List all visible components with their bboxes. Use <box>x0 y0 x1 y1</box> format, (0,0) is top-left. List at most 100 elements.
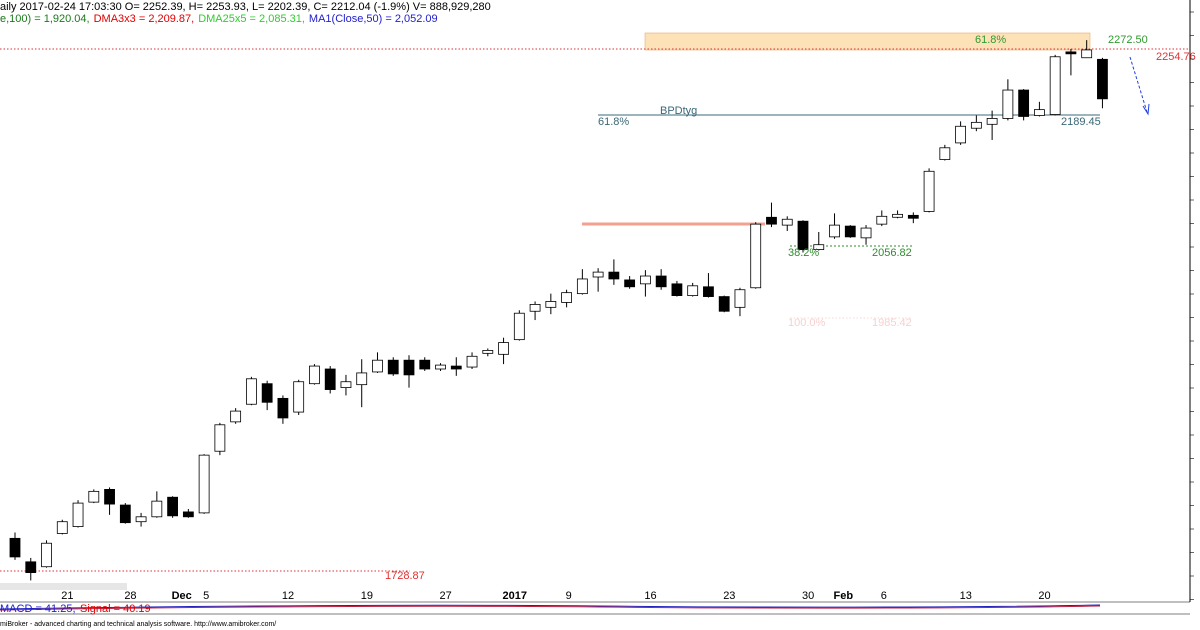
candle-body <box>781 218 793 226</box>
candle-body <box>41 542 52 568</box>
candle-body <box>766 216 777 225</box>
projection-arrow <box>1129 56 1148 113</box>
annotation: 61.8% <box>975 34 1006 46</box>
candle-body <box>876 215 888 225</box>
annotation: 100.0% <box>788 317 826 329</box>
candle-body <box>561 292 572 303</box>
candle-body <box>324 368 336 390</box>
candle-body <box>576 278 588 295</box>
candle-body <box>939 147 951 160</box>
candle-body <box>640 275 651 285</box>
candle-body <box>372 359 383 373</box>
candle-body <box>1002 89 1014 119</box>
x-tick-label: 12 <box>282 590 294 602</box>
candle-body <box>198 454 210 514</box>
candle-body <box>529 304 541 312</box>
candle-body <box>671 283 683 296</box>
candle-body <box>513 312 525 341</box>
candle-body <box>466 355 478 368</box>
candle-body <box>1049 56 1061 115</box>
annotation: 2254.76 <box>1156 51 1196 63</box>
x-tick-label: Feb <box>834 590 854 602</box>
x-tick-label: 16 <box>644 590 656 602</box>
candle-body <box>119 504 131 524</box>
candle-body <box>104 488 115 505</box>
x-tick-label: 13 <box>960 590 972 602</box>
candles <box>9 40 1108 581</box>
candle-body <box>135 516 147 523</box>
candle-body <box>498 342 509 355</box>
annotation: 2189.45 <box>1061 116 1101 128</box>
indicator: MA1(Close,50) = 2,052.09 <box>309 13 438 25</box>
x-tick-label: 23 <box>723 590 735 602</box>
candle-body <box>1065 51 1077 55</box>
x-tick-label: 30 <box>802 590 814 602</box>
x-tick-label: Dec <box>172 590 192 602</box>
indicator: e,100) = 1,920.04, <box>0 13 90 25</box>
candle-body <box>151 500 163 518</box>
candle-body <box>435 364 446 370</box>
candle-body <box>955 125 966 144</box>
arrow-head <box>1142 103 1150 116</box>
x-tick-label: 9 <box>566 590 572 602</box>
quote-header: aily 2017-02-24 17:03:30 O= 2252.39, H= … <box>0 1 491 13</box>
candle-body <box>923 170 935 212</box>
candle-body <box>387 359 399 375</box>
candle-body <box>340 381 352 389</box>
candle-body <box>182 511 194 518</box>
annotation: 1985.42 <box>872 317 912 329</box>
candle-body <box>813 244 825 250</box>
candle-body <box>1018 89 1030 117</box>
candle-body <box>750 223 762 289</box>
x-tick-label: 20 <box>1038 590 1050 602</box>
candle-body <box>88 490 100 503</box>
annotation: 2056.82 <box>872 247 912 259</box>
annotation: BPDtyg <box>660 105 697 117</box>
candle-body <box>214 424 226 452</box>
candle-body <box>892 213 903 218</box>
x-tick-label: 21 <box>61 590 73 602</box>
candle-body <box>1097 58 1108 100</box>
candle-body <box>829 224 840 238</box>
indicator-header: e,100) = 1,920.04, DMA3x3 = 2,209.87, DMA2… <box>0 13 438 25</box>
candle-body <box>907 214 919 219</box>
candle-body <box>9 537 21 558</box>
annotation: 1728.87 <box>385 570 425 582</box>
candle-body <box>25 561 37 573</box>
indicator: DMA25x5 = 2,085.31, <box>198 13 305 25</box>
x-tick-label: 2017 <box>503 590 527 602</box>
signal-label: Signal = 40.19 <box>80 603 151 615</box>
candle-body <box>718 296 730 312</box>
candle-body <box>624 279 636 288</box>
candle-body <box>687 285 699 296</box>
x-labels: 21 28 Dec 5 12 19 27 2017 9 16 23 30 Feb 6 13 20 <box>61 590 1050 602</box>
candle-body <box>703 286 714 297</box>
candle-body <box>970 121 982 129</box>
axis-ticks <box>1190 11 1194 600</box>
annotation: 38.2% <box>788 247 819 259</box>
candle-body <box>986 118 998 125</box>
candle-body <box>356 372 368 386</box>
fib-zone <box>644 32 1091 51</box>
candle-body <box>797 220 809 250</box>
candle-body <box>293 381 305 413</box>
candle-body <box>167 496 179 517</box>
annotation: 61.8% <box>598 116 629 128</box>
indicator: DMA3x3 = 2,209.87, <box>94 13 195 25</box>
candle-body <box>1081 49 1093 59</box>
candle-body <box>608 271 620 280</box>
candle-body <box>655 275 667 288</box>
candle-body <box>860 227 872 239</box>
signal-curve <box>0 605 1101 611</box>
candle-body <box>72 502 84 527</box>
candle-body <box>844 225 856 238</box>
candle-body <box>1034 109 1045 116</box>
macd-label: MACD = 41.25, <box>0 603 76 615</box>
macd-curve <box>0 604 1101 610</box>
candle-body <box>403 359 415 376</box>
x-tick-label: 5 <box>203 590 209 602</box>
candle-body <box>592 271 604 278</box>
candle-body <box>734 289 746 308</box>
candle-body <box>230 410 242 423</box>
